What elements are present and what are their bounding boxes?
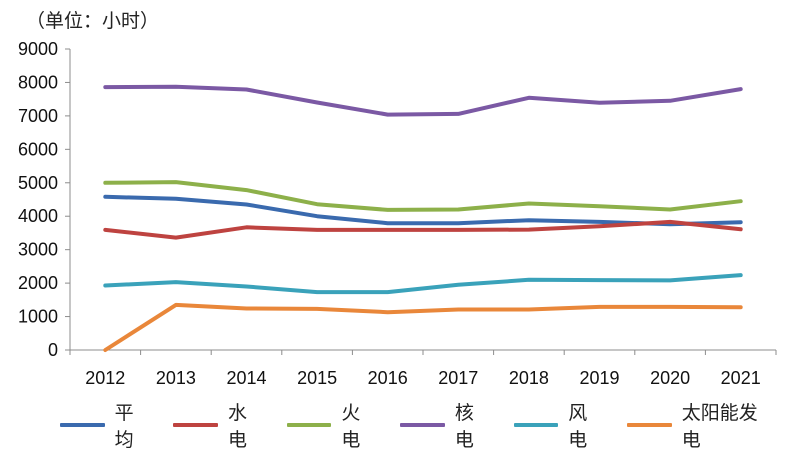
y-tick-label: 4000 xyxy=(18,206,58,226)
unit-label: （单位：小时） xyxy=(26,10,160,32)
series-line-5 xyxy=(103,302,743,352)
legend-label: 火电 xyxy=(341,402,361,451)
legend-item-2: 火电 xyxy=(286,398,378,452)
legend-swatch xyxy=(400,423,445,427)
legend-item-0: 平均 xyxy=(60,398,151,452)
y-tick-label: 6000 xyxy=(18,139,58,159)
legend-swatch xyxy=(627,423,672,427)
legend-item-1: 水电 xyxy=(173,398,264,452)
legend-label: 核电 xyxy=(454,402,474,451)
legend-swatch xyxy=(513,423,559,427)
x-tick-label: 2016 xyxy=(368,368,408,388)
legend-label: 太阳能发电 xyxy=(681,402,758,451)
x-tick-label: 2014 xyxy=(226,368,266,388)
y-tick-label: 2000 xyxy=(18,273,58,293)
x-tick-label: 2012 xyxy=(85,368,125,388)
y-tick-label: 0 xyxy=(48,340,58,360)
y-tick-label: 7000 xyxy=(18,106,58,126)
y-tick-label: 5000 xyxy=(18,173,58,193)
y-tick-label: 9000 xyxy=(18,39,58,59)
legend-label: 风电 xyxy=(568,402,588,451)
series-line-1 xyxy=(103,219,743,240)
x-tick-label: 2020 xyxy=(650,368,690,388)
legend-label: 平均 xyxy=(114,402,134,451)
legend-label: 水电 xyxy=(228,402,248,451)
legend-swatch xyxy=(60,423,105,427)
y-tick-label: 1000 xyxy=(18,307,58,327)
legend-item-4: 风电 xyxy=(513,398,605,452)
x-tick-label: 2017 xyxy=(438,368,478,388)
x-tick-label: 2018 xyxy=(509,368,549,388)
x-tick-label: 2015 xyxy=(297,368,337,388)
series-line-2 xyxy=(103,180,743,212)
legend: 平均 水电 火电 核电 风电 太阳能发电 xyxy=(60,402,796,451)
series-line-3 xyxy=(103,84,743,117)
x-tick-label: 2013 xyxy=(156,368,196,388)
x-tick-label: 2021 xyxy=(721,368,761,388)
legend-item-3: 核电 xyxy=(400,398,491,452)
series-line-4 xyxy=(103,273,743,295)
y-tick-label: 8000 xyxy=(18,72,58,92)
legend-swatch xyxy=(173,423,218,427)
y-tick-label: 3000 xyxy=(18,240,58,260)
legend-swatch xyxy=(286,423,332,427)
legend-item-5: 太阳能发电 xyxy=(627,398,774,452)
line-chart: 0 1000 2000 3000 4000 5000 6000 7000 8000 9000 201… xyxy=(18,39,777,388)
x-tick-label: 2019 xyxy=(579,368,619,388)
